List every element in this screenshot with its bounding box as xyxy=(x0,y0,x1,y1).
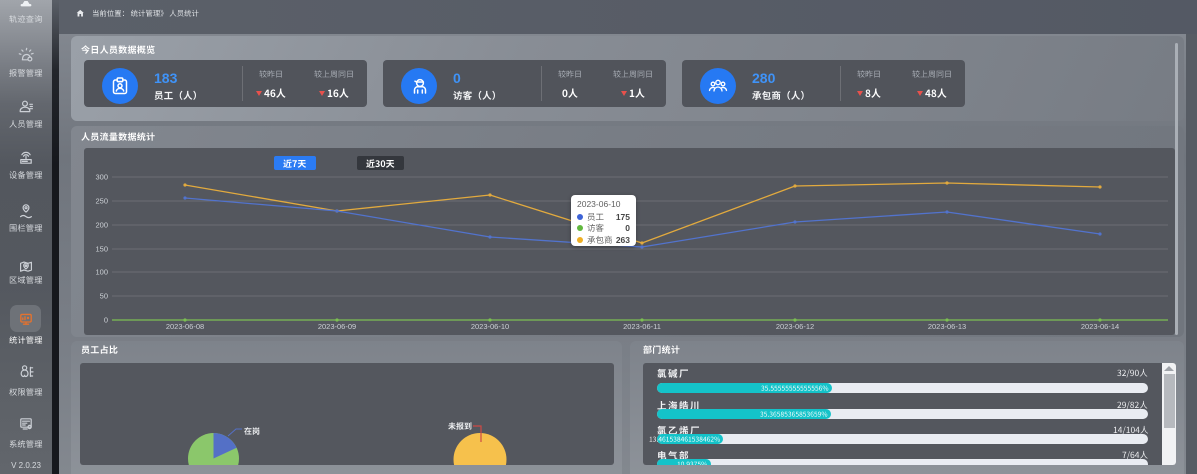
svg-text:2023-06-10: 2023-06-10 xyxy=(471,322,509,331)
svg-text:100: 100 xyxy=(95,268,108,277)
svg-text:2023-06-13: 2023-06-13 xyxy=(928,322,966,331)
svg-text:200: 200 xyxy=(95,221,108,230)
svg-text:2023-06-08: 2023-06-08 xyxy=(166,322,204,331)
svg-text:50: 50 xyxy=(100,292,108,301)
svg-text:300: 300 xyxy=(95,173,108,182)
svg-text:2023-06-11: 2023-06-11 xyxy=(623,322,661,331)
svg-text:2023-06-14: 2023-06-14 xyxy=(1081,322,1119,331)
svg-text:0: 0 xyxy=(104,316,108,325)
svg-text:250: 250 xyxy=(95,197,108,206)
svg-text:2023-06-12: 2023-06-12 xyxy=(776,322,814,331)
svg-text:150: 150 xyxy=(95,245,108,254)
svg-text:2023-06-09: 2023-06-09 xyxy=(318,322,356,331)
